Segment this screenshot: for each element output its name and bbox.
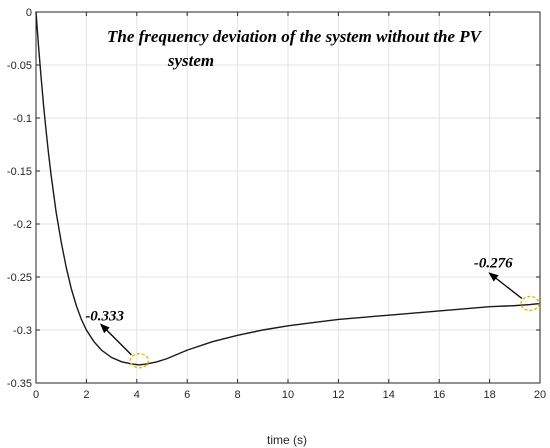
- y-tick-label: -0.3: [13, 325, 32, 337]
- annotation: -0.333: [85, 309, 150, 369]
- x-tick-label: 14: [383, 389, 395, 401]
- x-tick-label: 18: [483, 389, 495, 401]
- annotation-marker: [129, 353, 150, 369]
- y-tick-label: -0.35: [7, 378, 32, 390]
- y-tick-label: -0.2: [13, 219, 32, 231]
- x-tick-label: 12: [332, 389, 344, 401]
- y-tick-label: -0.1: [13, 113, 32, 125]
- x-tick-label: 2: [83, 389, 89, 401]
- y-tick-label: -0.25: [7, 272, 32, 284]
- x-tick-label: 20: [534, 389, 546, 401]
- annotation-marker: [520, 295, 540, 312]
- x-tick-label: 0: [33, 389, 39, 401]
- y-tick-label: -0.15: [7, 166, 32, 178]
- x-tick-label: 4: [134, 389, 140, 401]
- annotation-arrow: [488, 272, 523, 300]
- chart-title-line-2: system: [167, 51, 214, 70]
- annotations: -0.333 -0.276: [85, 256, 540, 369]
- y-tick-label: 0: [26, 7, 32, 19]
- annotation-label: -0.333: [85, 309, 124, 325]
- chart-title-line-1: The frequency deviation of the system wi…: [107, 27, 483, 46]
- x-axis-ticks: 0 2 4 6 8 10 12 14 16 18 20: [33, 12, 546, 401]
- x-axis-label: time (s): [267, 433, 307, 447]
- grid: [35, 11, 541, 384]
- x-tick-label: 6: [184, 389, 190, 401]
- x-tick-label: 10: [282, 389, 294, 401]
- y-tick-label: -0.05: [7, 60, 32, 72]
- series-line: [35, 11, 541, 366]
- annotation-label: -0.276: [474, 256, 513, 272]
- x-tick-label: 16: [433, 389, 445, 401]
- x-tick-label: 8: [235, 389, 241, 401]
- annotation: -0.276: [474, 256, 540, 312]
- y-axis-ticks: 0 -0.05 -0.1 -0.15 -0.2 -0.25 -0.3 -0.35: [7, 7, 540, 390]
- annotation-arrow: [99, 323, 132, 356]
